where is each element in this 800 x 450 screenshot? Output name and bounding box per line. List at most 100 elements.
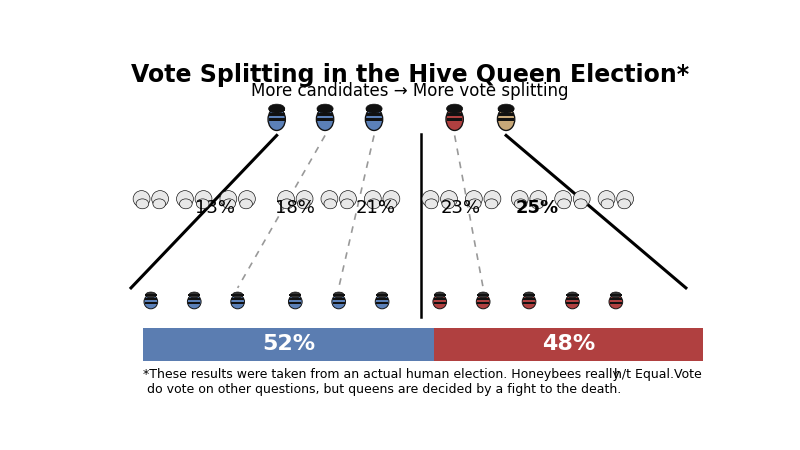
FancyBboxPatch shape [366, 118, 382, 121]
Ellipse shape [484, 191, 501, 207]
Ellipse shape [278, 191, 294, 207]
FancyBboxPatch shape [610, 294, 622, 296]
Ellipse shape [609, 295, 622, 309]
Ellipse shape [554, 191, 571, 207]
Ellipse shape [466, 191, 482, 207]
FancyBboxPatch shape [231, 302, 244, 304]
Circle shape [290, 292, 301, 298]
FancyBboxPatch shape [333, 298, 345, 300]
Ellipse shape [574, 191, 590, 207]
Ellipse shape [152, 191, 169, 207]
Ellipse shape [324, 199, 337, 209]
FancyBboxPatch shape [231, 298, 244, 300]
Text: 13%: 13% [194, 199, 234, 217]
Ellipse shape [144, 295, 158, 309]
Text: More candidates → More vote splitting: More candidates → More vote splitting [251, 82, 569, 100]
Ellipse shape [425, 199, 438, 209]
Ellipse shape [617, 191, 634, 207]
Ellipse shape [332, 295, 346, 309]
Text: h/t Equal.Vote: h/t Equal.Vote [614, 368, 702, 381]
FancyBboxPatch shape [498, 113, 514, 116]
FancyBboxPatch shape [366, 108, 382, 111]
Ellipse shape [220, 191, 237, 207]
FancyBboxPatch shape [188, 294, 201, 296]
Ellipse shape [238, 191, 255, 207]
Ellipse shape [384, 199, 397, 209]
Ellipse shape [566, 295, 579, 309]
Ellipse shape [136, 199, 149, 209]
Ellipse shape [195, 191, 212, 207]
Ellipse shape [281, 199, 293, 209]
FancyBboxPatch shape [289, 302, 302, 304]
Text: 48%: 48% [542, 334, 595, 354]
Circle shape [269, 104, 285, 113]
Ellipse shape [289, 295, 302, 309]
FancyBboxPatch shape [231, 294, 244, 296]
Ellipse shape [433, 295, 446, 309]
Ellipse shape [321, 191, 338, 207]
Circle shape [524, 292, 534, 298]
FancyBboxPatch shape [566, 294, 578, 296]
Ellipse shape [422, 191, 439, 207]
FancyBboxPatch shape [376, 302, 388, 304]
Ellipse shape [469, 199, 481, 209]
Text: *These results were taken from an actual human election. Honeybees really
 do vo: *These results were taken from an actual… [143, 368, 622, 396]
FancyBboxPatch shape [318, 118, 333, 121]
Ellipse shape [341, 199, 354, 209]
FancyBboxPatch shape [269, 108, 285, 111]
Ellipse shape [446, 108, 463, 130]
FancyBboxPatch shape [376, 298, 388, 300]
FancyBboxPatch shape [477, 298, 490, 300]
Circle shape [366, 104, 382, 113]
Ellipse shape [574, 199, 587, 209]
FancyBboxPatch shape [318, 108, 333, 111]
Ellipse shape [196, 199, 209, 209]
Ellipse shape [153, 199, 166, 209]
Ellipse shape [511, 191, 528, 207]
FancyBboxPatch shape [447, 118, 462, 121]
Text: Vote Splitting in the Hive Queen Election*: Vote Splitting in the Hive Queen Electio… [131, 63, 689, 87]
Ellipse shape [339, 191, 357, 207]
Ellipse shape [522, 295, 536, 309]
Circle shape [446, 104, 462, 113]
Circle shape [334, 292, 344, 298]
Bar [434, 328, 702, 360]
Ellipse shape [230, 295, 245, 309]
Ellipse shape [187, 295, 201, 309]
Text: 25%: 25% [515, 199, 558, 217]
FancyBboxPatch shape [188, 302, 201, 304]
Ellipse shape [179, 199, 192, 209]
FancyBboxPatch shape [145, 294, 157, 296]
Ellipse shape [531, 199, 544, 209]
Ellipse shape [316, 108, 334, 130]
FancyBboxPatch shape [318, 113, 333, 116]
FancyBboxPatch shape [289, 298, 302, 300]
Text: 18%: 18% [275, 199, 315, 217]
Circle shape [317, 104, 333, 113]
FancyBboxPatch shape [366, 113, 382, 116]
Ellipse shape [601, 199, 614, 209]
Ellipse shape [442, 199, 454, 209]
Ellipse shape [375, 295, 389, 309]
FancyBboxPatch shape [188, 298, 201, 300]
FancyBboxPatch shape [610, 298, 622, 300]
FancyBboxPatch shape [566, 302, 578, 304]
FancyBboxPatch shape [434, 294, 446, 296]
Ellipse shape [618, 199, 630, 209]
Ellipse shape [558, 199, 570, 209]
FancyBboxPatch shape [498, 108, 514, 111]
Circle shape [189, 292, 199, 298]
Circle shape [146, 292, 156, 298]
FancyBboxPatch shape [289, 294, 302, 296]
FancyBboxPatch shape [447, 108, 462, 111]
FancyBboxPatch shape [333, 294, 345, 296]
Text: 52%: 52% [262, 334, 315, 354]
Ellipse shape [296, 191, 313, 207]
Circle shape [232, 292, 243, 298]
FancyBboxPatch shape [376, 294, 388, 296]
Ellipse shape [486, 199, 498, 209]
Ellipse shape [177, 191, 194, 207]
Ellipse shape [133, 191, 150, 207]
Circle shape [434, 292, 445, 298]
Ellipse shape [366, 108, 382, 130]
